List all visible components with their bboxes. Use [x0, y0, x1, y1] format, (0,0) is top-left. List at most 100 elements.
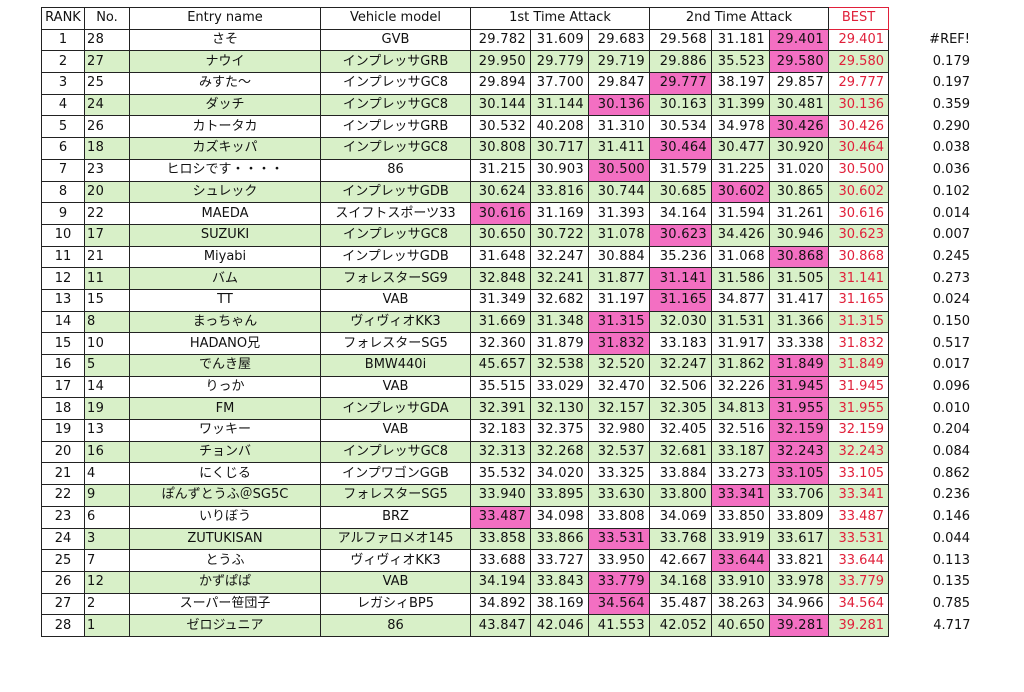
- lap-time-cell: 33.950: [588, 549, 650, 572]
- rank-cell: 3: [41, 72, 85, 95]
- vehicle-model-cell: VAB: [320, 570, 471, 594]
- lap-time-cell: 33.273: [711, 462, 770, 486]
- lap-time-cell: 33.727: [530, 549, 589, 572]
- table-row: 15 10 HADANO兄 フォレスターSG5 32.360 31.879 31.832 33…: [41, 332, 989, 355]
- results-table: RANK No. Entry name Vehicle model 1st Ti…: [41, 7, 989, 637]
- entry-name-cell: みすた〜: [129, 72, 321, 95]
- rank-cell: 13: [41, 288, 85, 312]
- lap-time-cell: 31.879: [530, 332, 589, 355]
- lap-time-cell: 33.850: [711, 505, 770, 529]
- entry-number-cell: 17: [84, 223, 130, 247]
- best-time-cell: 30.868: [828, 245, 889, 269]
- entry-name-cell: カトータカ: [129, 115, 321, 139]
- best-time-cell: 32.243: [828, 440, 889, 464]
- gap-cell: 0.146: [888, 506, 989, 528]
- lap-time-cell: 35.532: [470, 462, 531, 486]
- lap-time-cell: 40.208: [530, 115, 589, 139]
- entry-number-cell: 12: [84, 570, 130, 594]
- best-time-cell: 30.136: [828, 93, 889, 117]
- lap-time-cell: 33.105: [769, 462, 829, 486]
- vehicle-model-cell: インプレッサGRB: [320, 115, 471, 139]
- vehicle-model-cell: インプレッサGC8: [320, 137, 471, 160]
- rank-cell: 6: [41, 137, 85, 160]
- lap-time-cell: 31.945: [769, 375, 829, 399]
- rank-cell: 25: [41, 549, 85, 572]
- gap-cell: 0.096: [888, 376, 989, 398]
- lap-time-cell: 32.243: [769, 440, 829, 464]
- lap-time-cell: 31.215: [470, 158, 531, 182]
- vehicle-model-cell: 86: [320, 614, 471, 637]
- vehicle-model-cell: インプレッサGC8: [320, 72, 471, 95]
- lap-time-cell: 33.821: [769, 549, 829, 572]
- lap-time-cell: 29.683: [588, 28, 650, 52]
- lap-time-cell: 32.157: [588, 397, 650, 421]
- table-row: 27 2 スーパー笹団子 レガシィBP5 34.892 38.169 34.564 35.48…: [41, 592, 989, 616]
- lap-time-cell: 30.477: [711, 137, 770, 160]
- lap-time-cell: 31.579: [649, 158, 712, 182]
- lap-time-cell: 42.046: [530, 614, 589, 637]
- lap-time-cell: 33.617: [769, 527, 829, 551]
- entry-name-cell: HADANO兄: [129, 332, 321, 355]
- lap-time-cell: 33.800: [649, 484, 712, 507]
- rank-cell: 22: [41, 484, 85, 507]
- best-time-cell: 31.832: [828, 332, 889, 355]
- lap-time-cell: 30.136: [588, 93, 650, 117]
- best-time-cell: 31.945: [828, 375, 889, 399]
- lap-time-cell: 31.393: [588, 202, 650, 225]
- lap-time-cell: 30.808: [470, 137, 531, 160]
- entry-name-cell: さそ: [129, 28, 321, 52]
- header-2nd-time-attack: 2nd Time Attack: [649, 7, 829, 30]
- lap-time-cell: 30.903: [530, 158, 589, 182]
- lap-time-cell: 32.268: [530, 440, 589, 464]
- entry-number-cell: 24: [84, 93, 130, 117]
- table-row: 11 21 Miyabi インプレッサGDB 31.648 32.247 30.884 35.…: [41, 245, 989, 269]
- entry-number-cell: 3: [84, 527, 130, 551]
- vehicle-model-cell: インプレッサGRB: [320, 50, 471, 74]
- entry-name-cell: ワッキー: [129, 419, 321, 442]
- rank-cell: 27: [41, 592, 85, 616]
- lap-time-cell: 37.700: [530, 72, 589, 95]
- entry-number-cell: 28: [84, 28, 130, 52]
- gap-cell: 0.007: [888, 224, 989, 247]
- vehicle-model-cell: VAB: [320, 288, 471, 312]
- lap-time-cell: 30.532: [470, 115, 531, 139]
- lap-time-cell: 30.650: [470, 223, 531, 247]
- best-time-cell: 39.281: [828, 614, 889, 637]
- best-time-cell: 30.500: [828, 158, 889, 182]
- lap-time-cell: 30.624: [470, 180, 531, 204]
- lap-time-cell: 29.886: [649, 50, 712, 74]
- lap-time-cell: 31.144: [530, 93, 589, 117]
- rank-cell: 9: [41, 202, 85, 225]
- vehicle-model-cell: インプレッサGC8: [320, 93, 471, 117]
- lap-time-cell: 33.978: [769, 570, 829, 594]
- rank-cell: 18: [41, 397, 85, 421]
- vehicle-model-cell: VAB: [320, 375, 471, 399]
- rank-cell: 2: [41, 50, 85, 74]
- entry-name-cell: ゼロジュニア: [129, 614, 321, 637]
- lap-time-cell: 35.487: [649, 592, 712, 616]
- lap-time-cell: 31.225: [711, 158, 770, 182]
- vehicle-model-cell: インプレッサGDB: [320, 245, 471, 269]
- lap-time-cell: 30.534: [649, 115, 712, 139]
- lap-time-cell: 29.401: [769, 28, 829, 52]
- lap-time-cell: 32.681: [649, 440, 712, 464]
- lap-time-cell: 32.247: [530, 245, 589, 269]
- lap-time-cell: 30.884: [588, 245, 650, 269]
- lap-time-cell: 34.194: [470, 570, 531, 594]
- lap-time-cell: 31.348: [530, 310, 589, 334]
- best-time-cell: 31.955: [828, 397, 889, 421]
- table-row: 9 22 MAEDA スイフトスポーツ33 30.616 31.169 31.393 34.1…: [41, 202, 989, 225]
- gap-cell: 0.135: [888, 571, 989, 594]
- lap-time-cell: 31.877: [588, 267, 650, 290]
- lap-time-cell: 32.247: [649, 354, 712, 377]
- lap-time-cell: 33.809: [769, 505, 829, 529]
- rank-cell: 20: [41, 440, 85, 464]
- best-time-cell: 33.105: [828, 462, 889, 486]
- table-row: 14 8 まっちゃん ヴィヴィオKK3 31.669 31.348 31.315 32.030…: [41, 310, 989, 334]
- lap-time-cell: 32.130: [530, 397, 589, 421]
- lap-time-cell: 30.464: [649, 137, 712, 160]
- rank-cell: 24: [41, 527, 85, 551]
- best-time-cell: 31.165: [828, 288, 889, 312]
- vehicle-model-cell: インプレッサGDA: [320, 397, 471, 421]
- vehicle-model-cell: フォレスターSG9: [320, 267, 471, 290]
